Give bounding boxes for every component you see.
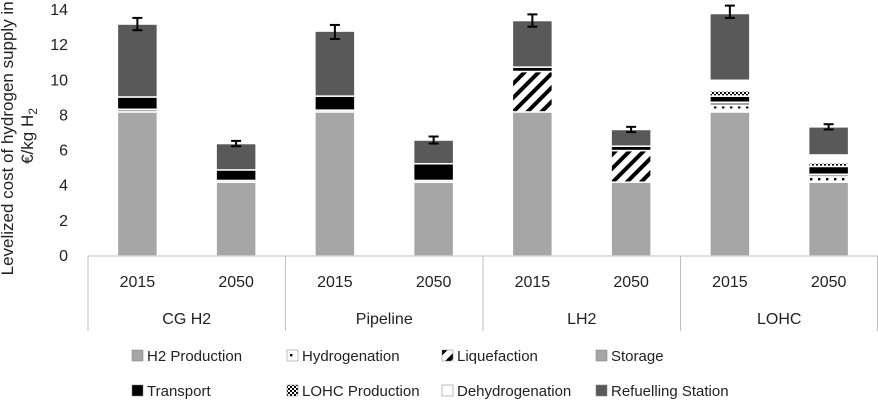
bar-segment-lohc-production	[709, 90, 751, 97]
bar-segment-refuelling-station	[314, 30, 356, 97]
bar-segment-transport	[314, 95, 356, 111]
legend-swatch-transport	[131, 384, 144, 397]
bar-segment-h2-production	[314, 111, 356, 257]
y-tick-label: 4	[59, 178, 68, 195]
legend-swatch-lohc-production	[286, 384, 299, 397]
bar-segment-h2-production	[709, 111, 751, 257]
bar-segment-refuelling-station	[807, 126, 850, 156]
legend-label: Transport	[147, 383, 211, 400]
bar-segment-refuelling-station	[511, 19, 554, 68]
y-tick-label: 2	[59, 213, 68, 230]
bar-segment-refuelling-station	[116, 23, 159, 98]
legend-swatch-h2-production	[131, 349, 144, 362]
bar-segment-dehydrogenation	[709, 79, 751, 92]
bar-segment-refuelling-station	[215, 142, 257, 171]
x-tick-label: 2050	[218, 274, 254, 291]
x-tick-label: 2050	[416, 274, 452, 291]
bar-segment-refuelling-station	[709, 12, 751, 82]
bar-segment-hydrogenation	[709, 105, 751, 113]
x-group-label: LH2	[567, 311, 596, 328]
y-tick-label: 12	[50, 37, 68, 54]
legend-swatch-storage	[595, 349, 608, 362]
legend-label: H2 Production	[147, 348, 242, 365]
x-group-label: LOHC	[757, 311, 801, 328]
x-tick-label: 2050	[811, 274, 847, 291]
y-tick-label: 0	[59, 248, 68, 265]
bar-segment-dehydrogenation	[807, 154, 850, 164]
bar-segment-liquefaction	[610, 149, 652, 183]
legend-label: Storage	[611, 348, 664, 365]
bar-segment-transport	[116, 96, 159, 111]
x-tick-label: 2015	[120, 274, 156, 291]
legend-label: Liquefaction	[457, 348, 538, 365]
legend-swatch-dehydrogenation	[441, 384, 454, 397]
y-axis-label: Levelized cost of hydrogen supply in €/k…	[0, 0, 40, 275]
legend-swatch-hydrogenation	[286, 349, 299, 362]
error-bars	[132, 4, 834, 148]
y-tick-label: 14	[50, 2, 68, 19]
legend-label: LOHC Production	[302, 383, 420, 400]
legend-label: Hydrogenation	[302, 348, 400, 365]
y-axis: 0 2 4 6 8 10 12 14	[50, 2, 68, 265]
bar-segment-h2-production	[807, 181, 850, 257]
bar-segment-liquefaction	[511, 70, 554, 113]
bar-series	[116, 12, 850, 257]
x-tick-label: 2015	[515, 274, 551, 291]
bar-segment-h2-production	[215, 181, 257, 257]
bar-segment-transport	[807, 165, 850, 176]
x-group-label: CG H2	[162, 311, 211, 328]
y-axis-label-line-2: €/kg H	[18, 115, 37, 164]
y-axis-label-line-1: Levelized cost of hydrogen supply in	[0, 1, 17, 275]
legend-label: Dehydrogenation	[457, 383, 571, 400]
bar-segment-h2-production	[412, 181, 455, 257]
x-group-label: Pipeline	[356, 311, 413, 328]
x-tick-label: 2050	[613, 274, 649, 291]
y-tick-label: 6	[59, 143, 68, 160]
y-tick-label: 8	[59, 107, 68, 124]
x-tick-label: 2015	[712, 274, 748, 291]
bar-segment-hydrogenation	[807, 176, 850, 183]
legend-label: Refuelling Station	[611, 383, 729, 400]
bar-segment-transport	[215, 169, 257, 182]
legend-swatch-liquefaction	[441, 349, 454, 362]
y-axis-label-subscript: 2	[26, 108, 40, 115]
x-tick-label: 2015	[317, 274, 353, 291]
legend: H2 Production Hydrogenation Liquefaction St…	[131, 348, 729, 400]
bar-segment-transport	[412, 163, 455, 182]
bar-segment-h2-production	[610, 181, 652, 257]
legend-swatch-refuelling-station	[595, 384, 608, 397]
y-tick-label: 10	[50, 72, 68, 89]
bar-segment-h2-production	[511, 111, 554, 257]
bar-segment-h2-production	[116, 111, 159, 257]
bar-segment-transport	[709, 95, 751, 103]
x-axis: 2015 2050 CG H2 2015 2050 Pipeline 2015 2050 LH2…	[87, 255, 878, 331]
